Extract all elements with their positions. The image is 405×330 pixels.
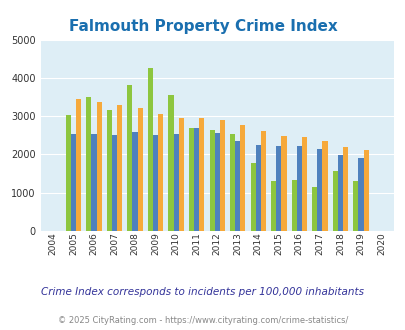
Bar — [71, 134, 76, 231]
Bar — [296, 146, 301, 231]
Bar — [188, 128, 194, 231]
Bar — [117, 106, 122, 231]
Bar — [311, 186, 317, 231]
Bar — [194, 128, 199, 231]
Bar — [214, 133, 219, 231]
Bar — [358, 158, 362, 231]
Bar — [153, 135, 158, 231]
Bar — [255, 145, 260, 231]
Bar — [173, 134, 178, 231]
Bar — [209, 130, 214, 231]
Bar — [301, 137, 306, 231]
Bar — [337, 155, 342, 231]
Bar — [271, 181, 275, 231]
Bar — [66, 115, 71, 231]
Text: © 2025 CityRating.com - https://www.cityrating.com/crime-statistics/: © 2025 CityRating.com - https://www.city… — [58, 315, 347, 325]
Bar — [137, 108, 143, 231]
Bar — [281, 136, 286, 231]
Bar — [332, 171, 337, 231]
Bar — [362, 150, 368, 231]
Bar — [107, 110, 112, 231]
Text: Falmouth Property Crime Index: Falmouth Property Crime Index — [68, 19, 337, 34]
Bar — [178, 118, 183, 231]
Bar — [127, 85, 132, 231]
Bar — [168, 95, 173, 231]
Bar — [86, 97, 91, 231]
Bar — [317, 149, 322, 231]
Bar — [352, 181, 358, 231]
Bar — [96, 102, 101, 231]
Bar — [260, 131, 265, 231]
Bar — [291, 180, 296, 231]
Bar — [275, 147, 281, 231]
Bar — [230, 134, 234, 231]
Bar — [199, 118, 204, 231]
Bar — [342, 147, 347, 231]
Bar — [147, 68, 153, 231]
Bar — [158, 114, 163, 231]
Bar — [240, 125, 245, 231]
Bar — [250, 163, 255, 231]
Bar — [112, 135, 117, 231]
Bar — [219, 120, 224, 231]
Bar — [322, 141, 327, 231]
Bar — [234, 142, 240, 231]
Text: Crime Index corresponds to incidents per 100,000 inhabitants: Crime Index corresponds to incidents per… — [41, 287, 364, 297]
Bar — [76, 99, 81, 231]
Bar — [132, 132, 137, 231]
Bar — [91, 134, 96, 231]
